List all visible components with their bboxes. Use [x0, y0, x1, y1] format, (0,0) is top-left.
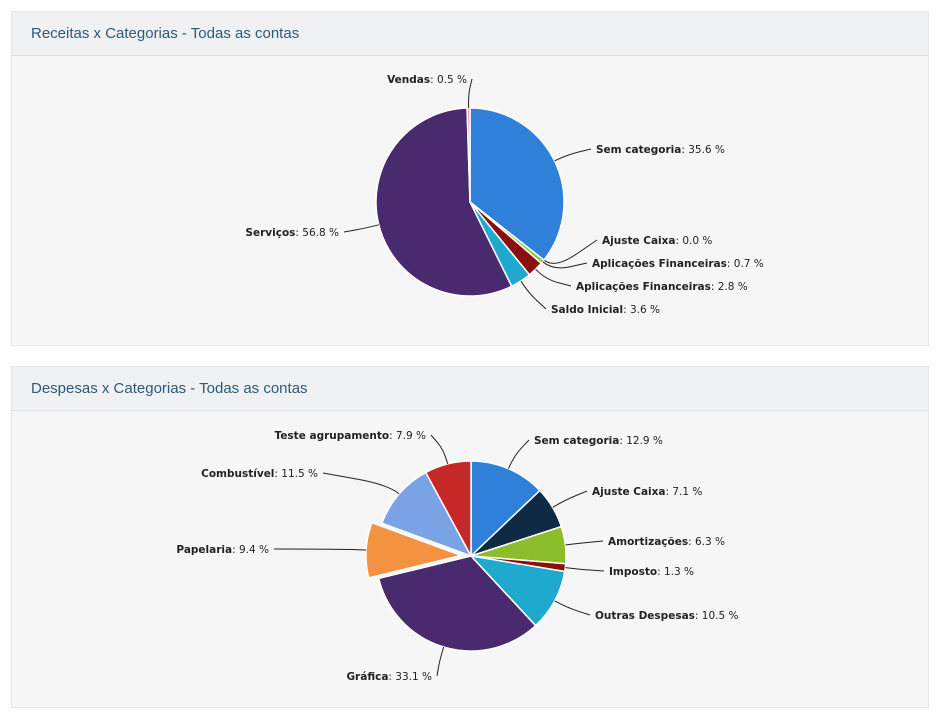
connector-outras-despesas-4 — [554, 600, 591, 616]
income-chart-title: Receitas x Categorias - Todas as contas — [31, 25, 300, 42]
data-label-imposto-3: Imposto: 1.3 % — [609, 566, 694, 578]
connector-vendas-6 — [468, 78, 473, 109]
data-label-sem-categoria-0: Sem categoria: 12.9 % — [534, 435, 663, 447]
pie-slice-papelaria-6[interactable] — [365, 521, 462, 579]
expense-chart-panel: Despesas x Categorias - Todas as contas … — [11, 366, 929, 708]
pie-slice-vendas-6[interactable] — [466, 107, 471, 203]
data-label-aplicacoes-financeiras-3: Aplicações Financeiras: 2.8 % — [576, 281, 748, 293]
income-pie-chart: Sem categoria: 35.6 % Ajuste Caixa: 0.0 %… — [245, 74, 764, 316]
data-label-saldo-inicial-4: Saldo Inicial: 3.6 % — [551, 304, 660, 316]
expense-panel-header — [12, 367, 928, 411]
connector-imposto-3 — [565, 567, 605, 572]
connector-aplicacoes-financeiras-2 — [542, 261, 588, 269]
pie-slice-grafica-5[interactable] — [377, 555, 537, 652]
data-label-servicos-5: Serviços: 56.8 % — [245, 227, 339, 239]
connector-combustivel-7 — [322, 472, 400, 495]
data-label-amortizacoes-2: Amortizações: 6.3 % — [608, 536, 725, 548]
connector-saldo-inicial-4 — [520, 280, 547, 310]
expense-pie-chart: Sem categoria: 12.9 % Ajuste Caixa: 7.1 %… — [176, 430, 738, 683]
data-label-vendas-6: Vendas: 0.5 % — [387, 74, 467, 86]
income-chart-panel: Receitas x Categorias - Todas as contas … — [11, 11, 929, 346]
connector-papelaria-6 — [273, 548, 367, 551]
pie-slice-combustivel-7[interactable] — [381, 471, 472, 557]
connector-aplicacoes-financeiras-3 — [535, 268, 572, 287]
connector-ajuste-caixa-1 — [543, 239, 598, 264]
data-label-outras-despesas-4: Outras Despesas: 10.5 % — [595, 610, 738, 622]
income-panel-header — [12, 12, 928, 56]
connector-teste-agrupamento-8 — [430, 434, 449, 465]
data-label-ajuste-caixa-1: Ajuste Caixa: 7.1 % — [592, 486, 702, 498]
connector-ajuste-caixa-1 — [552, 490, 588, 508]
connector-grafica-5 — [436, 646, 445, 677]
data-label-grafica-5: Gráfica: 33.1 % — [346, 671, 432, 683]
data-label-papelaria-6: Papelaria: 9.4 % — [176, 544, 269, 556]
connector-amortizacoes-2 — [565, 540, 604, 546]
pie-slice-sem-categoria-0[interactable] — [470, 460, 541, 557]
data-label-teste-agrupamento-8: Teste agrupamento: 7.9 % — [275, 430, 426, 442]
data-label-combustivel-7: Combustível: 11.5 % — [201, 468, 318, 480]
data-label-sem-categoria-0: Sem categoria: 35.6 % — [596, 144, 725, 156]
pie-slice-sem-categoria-0[interactable] — [469, 107, 565, 261]
data-label-aplicacoes-financeiras-2: Aplicações Financeiras: 0.7 % — [592, 258, 764, 270]
connector-sem-categoria-0 — [554, 148, 592, 162]
expense-chart-title: Despesas x Categorias - Todas as contas — [31, 380, 308, 397]
connector-sem-categoria-0 — [507, 439, 530, 469]
connector-servicos-5 — [343, 224, 379, 233]
data-label-ajuste-caixa-1: Ajuste Caixa: 0.0 % — [602, 235, 712, 247]
